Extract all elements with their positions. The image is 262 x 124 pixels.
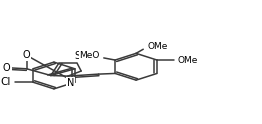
Text: MeO: MeO bbox=[80, 51, 100, 60]
Text: S: S bbox=[74, 51, 80, 61]
Text: O: O bbox=[23, 50, 31, 60]
Text: OMe: OMe bbox=[147, 42, 167, 51]
Text: OMe: OMe bbox=[178, 56, 198, 65]
Text: Cl: Cl bbox=[1, 77, 11, 87]
Text: O: O bbox=[2, 63, 10, 73]
Text: N: N bbox=[67, 78, 74, 88]
